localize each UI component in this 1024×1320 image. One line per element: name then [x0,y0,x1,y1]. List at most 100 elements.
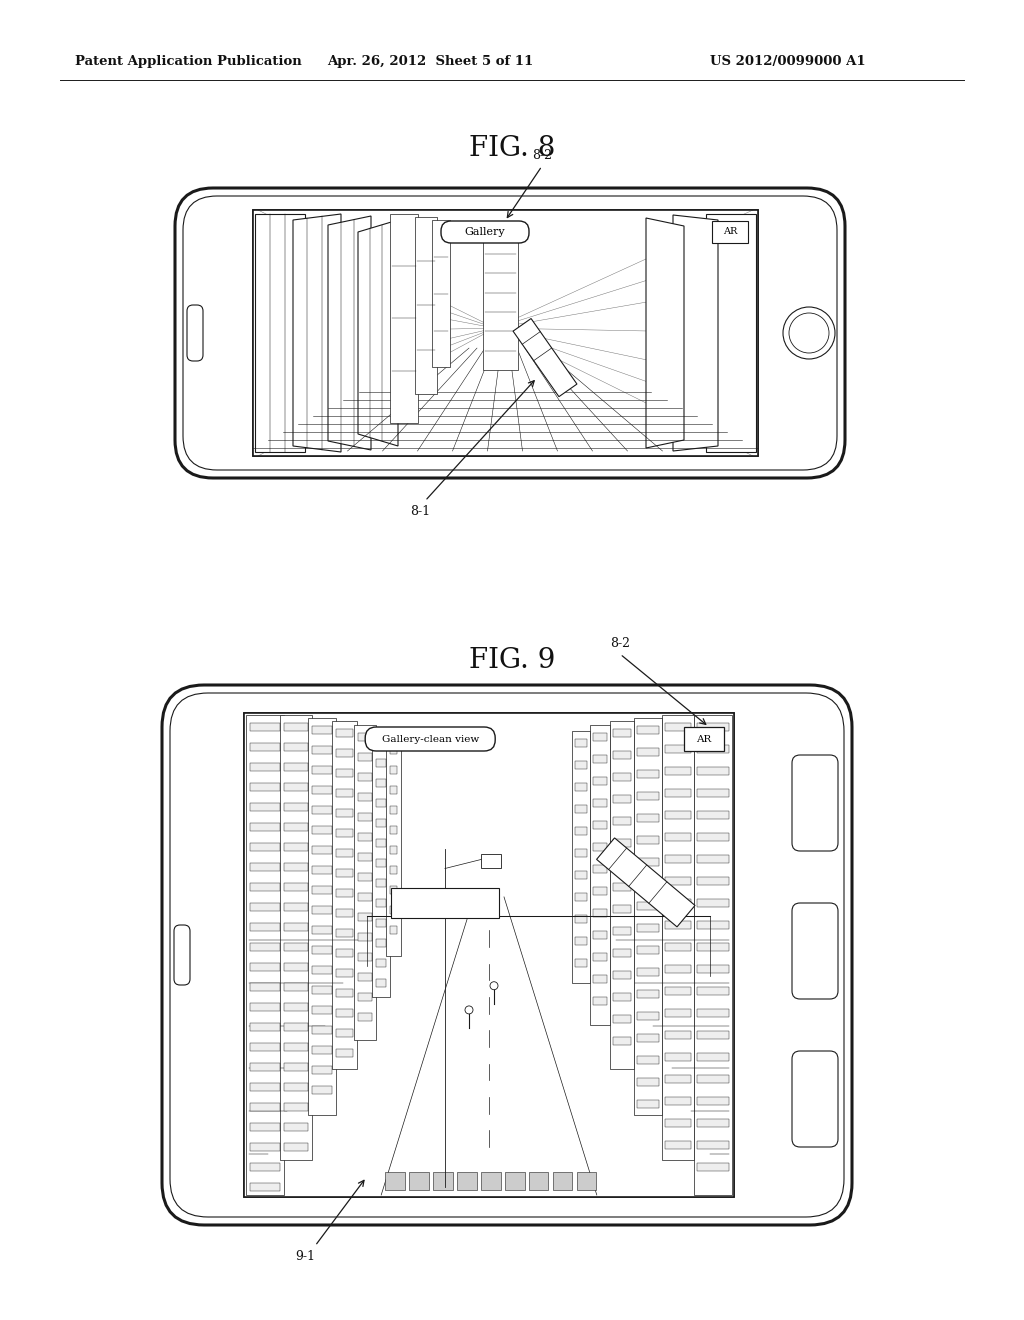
Bar [637,946,659,954]
Bar [250,1104,280,1111]
Bar [280,715,312,1160]
Text: FIG. 8: FIG. 8 [469,135,555,161]
Bar [336,949,353,957]
Bar [390,785,397,795]
Bar [284,763,308,771]
Polygon shape [293,214,341,451]
Text: AR: AR [696,734,712,743]
Bar [697,1119,729,1127]
Bar [354,725,376,1040]
Bar [697,1008,729,1016]
Polygon shape [328,216,371,450]
Bar [665,789,691,797]
Bar [593,975,607,983]
Bar [575,915,587,923]
Bar [284,983,308,991]
Bar [284,743,308,751]
Bar [613,861,631,869]
Bar [697,767,729,775]
Bar [358,853,372,861]
Text: 9-1: 9-1 [295,1250,315,1263]
Bar [610,721,634,1069]
Bar [376,739,386,747]
Bar [376,759,386,767]
Bar [613,927,631,935]
Bar [336,1008,353,1016]
Bar [572,731,590,982]
Bar [593,799,607,807]
Bar [697,899,729,907]
Bar [590,725,610,1026]
Text: 8-1: 8-1 [410,506,430,517]
Bar [376,818,386,828]
Bar [390,886,397,894]
Bar [284,822,308,832]
Circle shape [783,308,835,359]
Bar [336,989,353,997]
Bar [593,865,607,873]
Bar [575,739,587,747]
Bar [697,855,729,863]
Bar [505,1172,524,1191]
Bar [637,990,659,998]
Bar [250,1063,280,1071]
Bar [336,729,353,737]
Bar [637,880,659,888]
Bar [575,783,587,791]
Bar [312,1006,332,1014]
Bar [665,855,691,863]
Text: Apr. 26, 2012  Sheet 5 of 11: Apr. 26, 2012 Sheet 5 of 11 [327,55,534,69]
Bar [697,1053,729,1061]
Bar [697,833,729,841]
Bar [697,921,729,929]
Bar [665,1119,691,1127]
Bar [250,1023,280,1031]
Bar [593,821,607,829]
Bar [336,1049,353,1057]
Bar [250,863,280,871]
Bar [697,810,729,818]
Bar [665,1097,691,1105]
Bar [593,777,607,785]
Bar [312,986,332,994]
Bar [284,723,308,731]
Bar [284,964,308,972]
Bar [250,1123,280,1131]
Bar [336,929,353,937]
Bar [391,888,499,919]
Bar [284,1063,308,1071]
Bar [637,858,659,866]
Bar [376,919,386,927]
Bar [358,813,372,821]
Bar [284,1143,308,1151]
Bar [665,744,691,752]
Bar [613,840,631,847]
Text: 8-2: 8-2 [610,638,630,649]
FancyBboxPatch shape [366,727,496,751]
Bar [613,1038,631,1045]
Bar [665,810,691,818]
Bar [284,863,308,871]
Bar [593,909,607,917]
Bar [312,726,332,734]
Text: FIG. 9: FIG. 9 [469,647,555,673]
Bar [613,906,631,913]
Bar [613,972,631,979]
Bar [332,721,357,1069]
Bar [665,1031,691,1039]
Bar [336,1030,353,1038]
Bar [284,843,308,851]
Bar [613,795,631,803]
Bar [250,763,280,771]
Bar [358,933,372,941]
Bar [376,859,386,867]
Bar [390,826,397,834]
Bar [250,1043,280,1051]
Bar [244,713,734,1197]
Bar [593,931,607,939]
Bar [665,1140,691,1148]
Bar [593,733,607,741]
FancyBboxPatch shape [792,755,838,851]
Text: US 2012/0099000 A1: US 2012/0099000 A1 [710,55,865,69]
Bar [613,883,631,891]
